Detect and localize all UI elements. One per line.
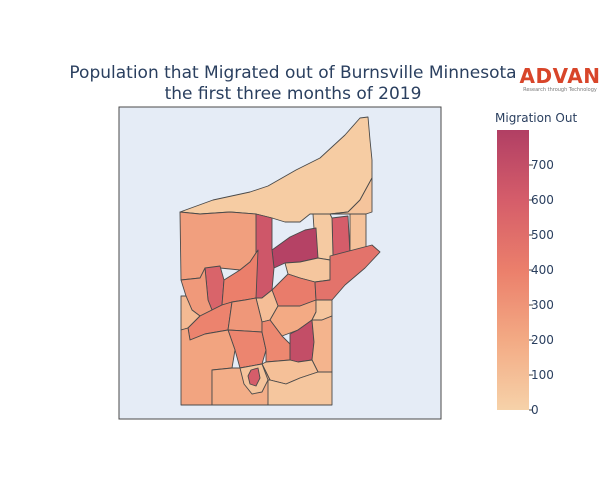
colorbar-tick-label: 100 bbox=[531, 368, 554, 382]
region-s-center[interactable] bbox=[227, 297, 263, 333]
colorbar-tick-label: 300 bbox=[531, 298, 554, 312]
colorbar-ticks: 0 100 200 300 400 500 600 700 bbox=[529, 158, 554, 417]
chart-title-line1: Population that Migrated out of Burnsvil… bbox=[69, 63, 516, 83]
region-se-bottom[interactable] bbox=[267, 371, 333, 406]
region-center-east-red[interactable] bbox=[314, 244, 381, 301]
logo-tagline: Research through Technology bbox=[523, 87, 597, 93]
colorbar-tick-label: 400 bbox=[531, 263, 554, 277]
region-s-small-dark[interactable] bbox=[247, 367, 261, 387]
region-sw-left[interactable] bbox=[180, 327, 236, 406]
colorbar-tick-label: 700 bbox=[531, 158, 554, 172]
colorbar-tick-label: 200 bbox=[531, 333, 554, 347]
colorbar-tick-label: 500 bbox=[531, 228, 554, 242]
region-center-tall-dark[interactable] bbox=[255, 213, 275, 299]
region-right-lower-light[interactable] bbox=[311, 315, 333, 373]
region-east-tall[interactable] bbox=[331, 215, 351, 257]
chart-title-line2: the first three months of 2019 bbox=[165, 84, 422, 104]
colorbar-tick-label: 600 bbox=[531, 193, 554, 207]
advan-logo: ADVAN Research through Technology bbox=[520, 64, 600, 93]
colorbar-title: Migration Out bbox=[495, 111, 577, 125]
colorbar-tick-label: 0 bbox=[531, 403, 539, 417]
logo-wordmark: ADVAN bbox=[520, 64, 600, 88]
map-regions bbox=[179, 116, 381, 406]
colorbar bbox=[497, 130, 529, 410]
